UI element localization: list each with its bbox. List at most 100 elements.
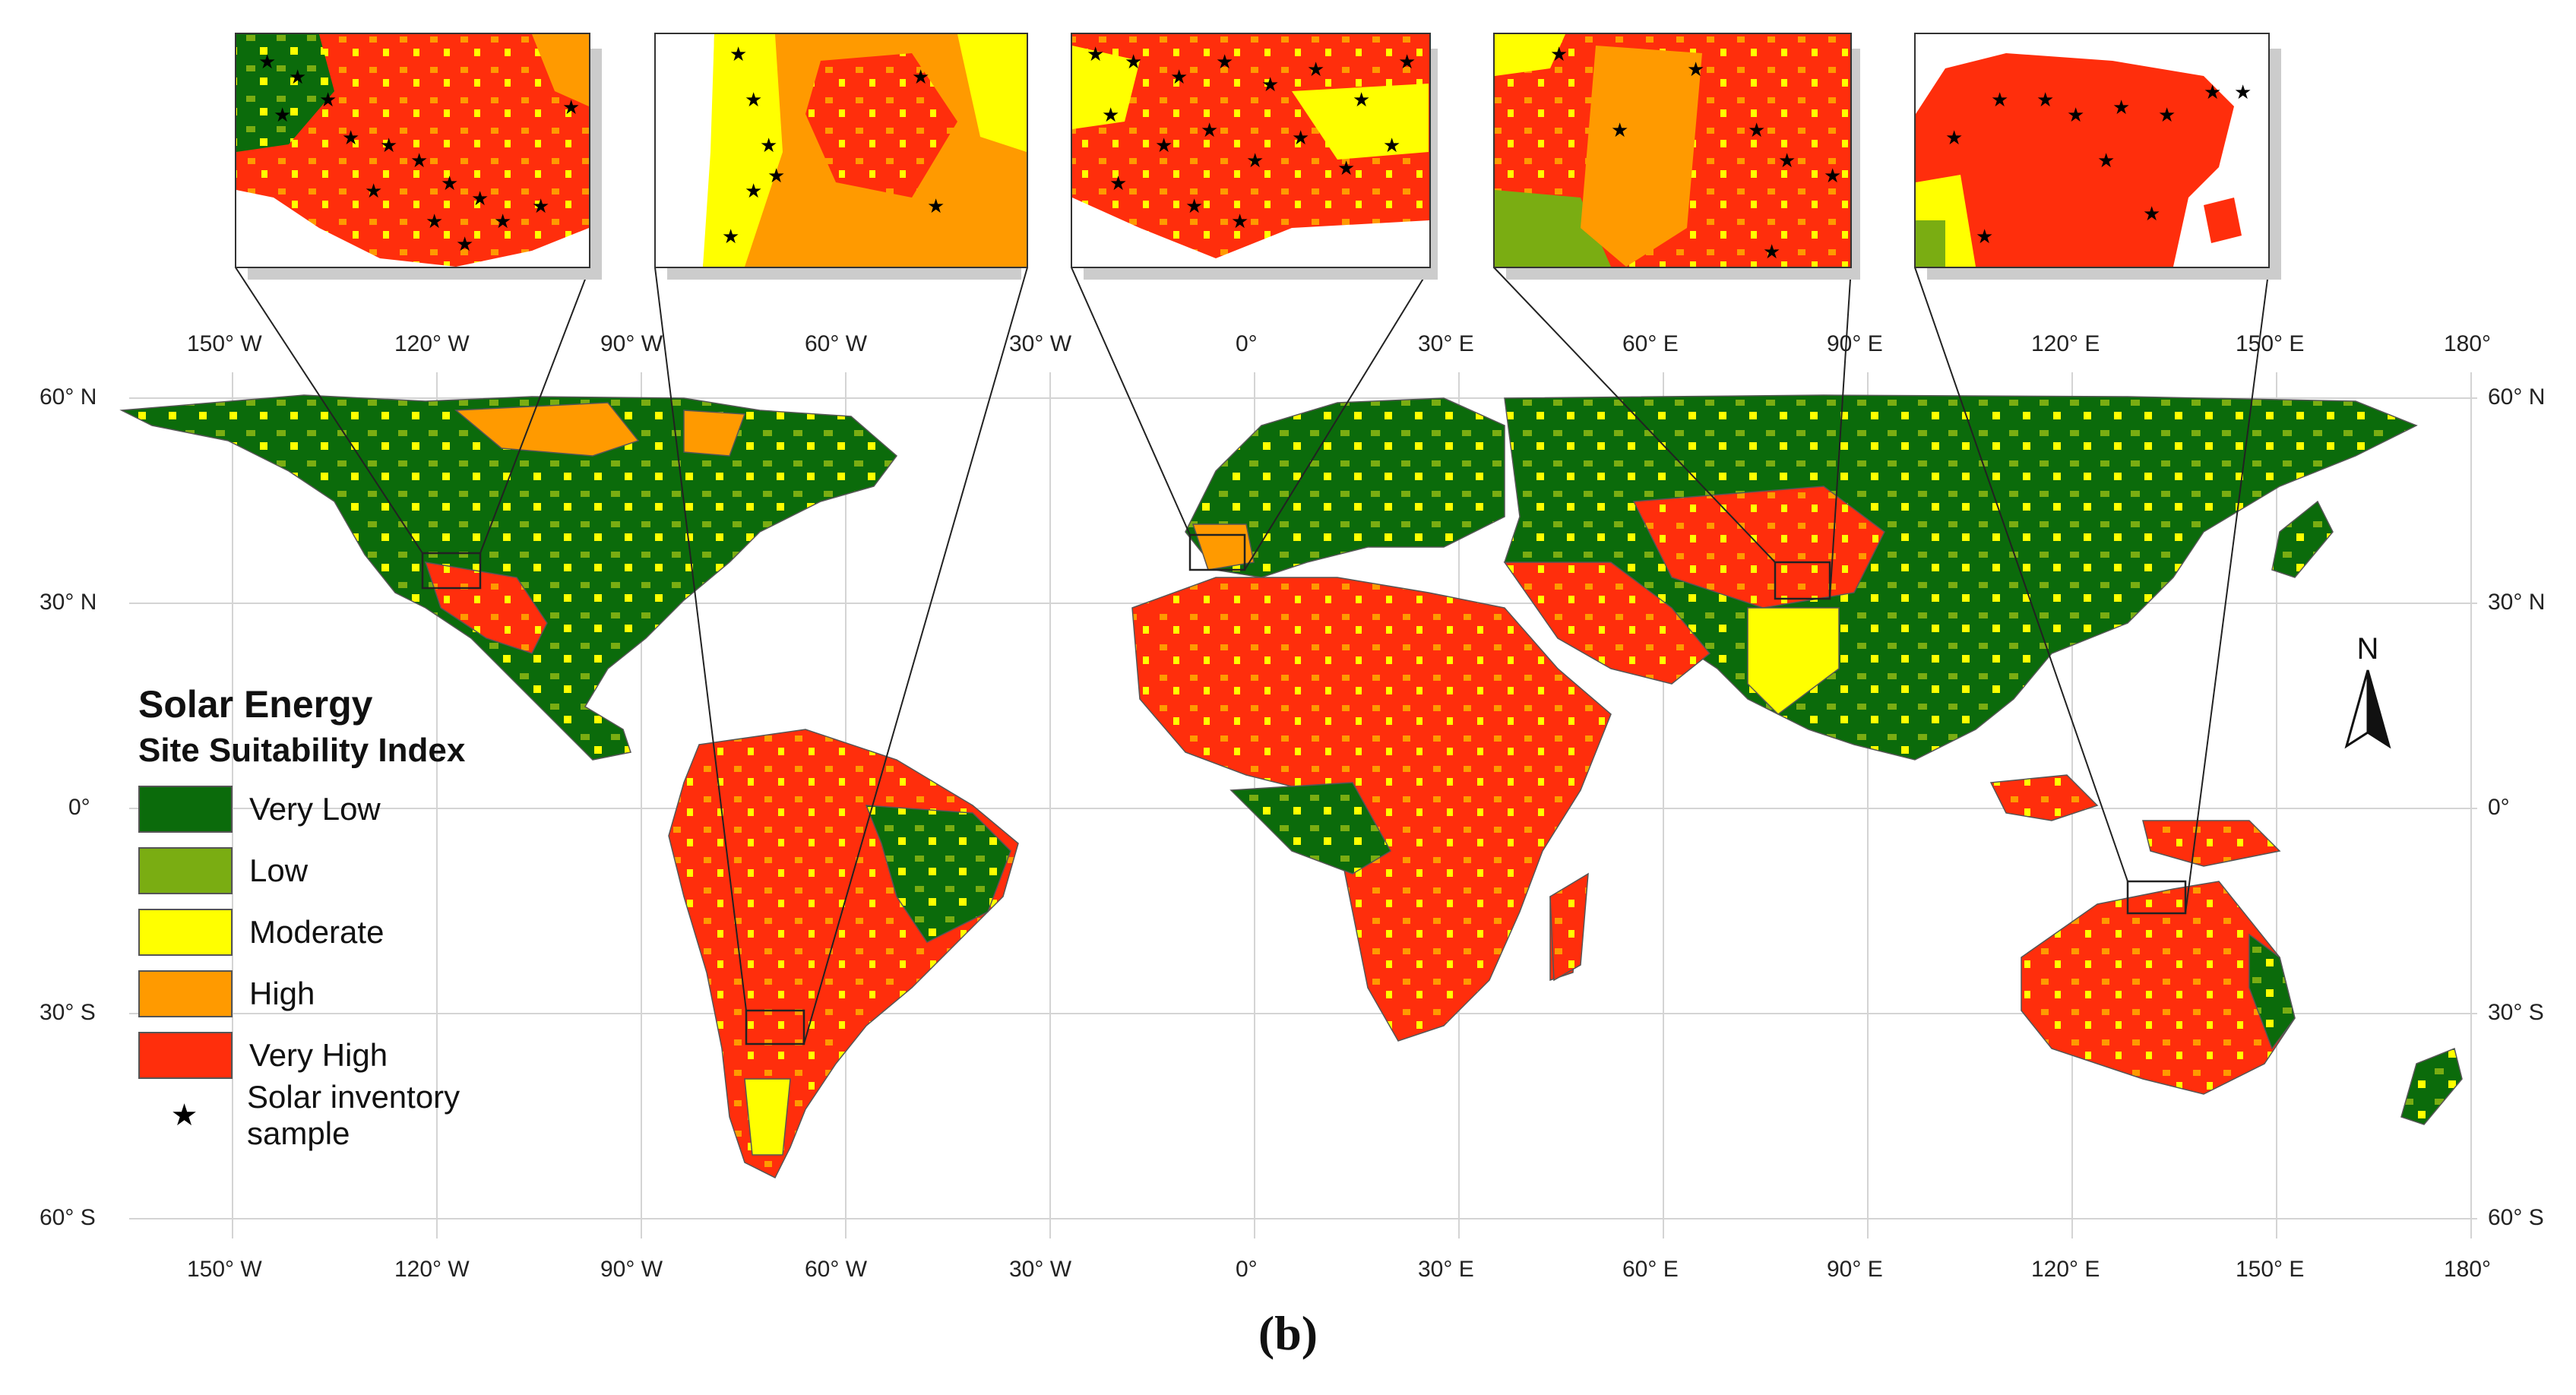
lat-label-left: 60° S xyxy=(40,1205,96,1230)
lat-label-left: 0° xyxy=(68,795,90,820)
svg-text:★: ★ xyxy=(258,51,276,74)
lon-label-top: 30° E xyxy=(1418,331,1474,356)
north-arrow-icon xyxy=(2344,669,2391,749)
legend-subtitle: Site Suitability Index xyxy=(138,732,466,769)
svg-text:★: ★ xyxy=(1109,172,1127,195)
svg-text:★: ★ xyxy=(1216,51,1233,74)
legend-label: Very Low xyxy=(249,790,381,827)
lon-label-top: 150° W xyxy=(187,331,262,356)
legend-label: Very High xyxy=(249,1036,388,1073)
south-america xyxy=(668,729,1019,1179)
lon-label-top: 60° W xyxy=(805,331,868,356)
svg-text:★: ★ xyxy=(729,43,747,66)
legend-label: Moderate xyxy=(249,913,385,950)
svg-text:★: ★ xyxy=(2067,104,2084,127)
africa xyxy=(1131,577,1612,1042)
svg-text:★: ★ xyxy=(342,127,359,150)
lon-label-top: 120° W xyxy=(394,331,470,356)
lon-label-bottom: 30° E xyxy=(1418,1257,1474,1282)
lon-label-bottom: 90° W xyxy=(600,1257,663,1282)
lat-label-right: 60° S xyxy=(2488,1205,2544,1230)
svg-text:★: ★ xyxy=(319,89,337,112)
figure-caption: (b) xyxy=(1258,1306,1318,1360)
marker-box-tibet xyxy=(1774,561,1831,600)
legend-swatch xyxy=(138,846,233,894)
legend-item-very-high: Very High xyxy=(138,1024,564,1086)
svg-text:★: ★ xyxy=(1353,89,1370,112)
lon-label-top: 90° W xyxy=(600,331,663,356)
lon-label-bottom: 150° E xyxy=(2236,1257,2305,1282)
svg-text:★: ★ xyxy=(1976,226,1993,248)
svg-text:★: ★ xyxy=(2234,81,2252,104)
asia xyxy=(1504,394,2418,761)
map-legend: Solar Energy Site Suitability Index Very… xyxy=(138,681,564,1151)
lon-label-top: 60° E xyxy=(1622,331,1679,356)
svg-text:★: ★ xyxy=(912,66,929,89)
legend-item-low: Low xyxy=(138,840,564,901)
svg-text:★: ★ xyxy=(1824,165,1841,188)
lon-label-top: 180° xyxy=(2444,331,2492,356)
svg-text:★: ★ xyxy=(1763,241,1780,264)
svg-text:★: ★ xyxy=(1337,157,1355,180)
legend-swatch xyxy=(138,970,233,1017)
lon-label-top: 30° W xyxy=(1009,331,1072,356)
inset-panels xyxy=(235,33,2281,280)
solar-inventory-samples: ★★★ ★★ ★ ★★★ ★★★ ★★★ ★★★ ★★★ ★★ ★ ★★ ★★★ ★… xyxy=(258,43,2252,264)
svg-text:★: ★ xyxy=(1125,51,1142,74)
legend-title: Solar Energy xyxy=(138,683,373,726)
svg-text:★: ★ xyxy=(1155,134,1172,157)
lon-label-bottom: 90° E xyxy=(1827,1257,1883,1282)
inset-marker-boxes xyxy=(421,533,2187,1045)
svg-text:★: ★ xyxy=(927,195,945,218)
inset-western-usa xyxy=(235,33,602,280)
svg-text:★: ★ xyxy=(2036,89,2054,112)
svg-text:★: ★ xyxy=(1087,43,1104,66)
svg-text:★: ★ xyxy=(745,89,762,112)
inset-chile xyxy=(654,33,1028,280)
lon-label-bottom: 150° W xyxy=(187,1257,262,1282)
north-arrow-label: N xyxy=(2356,632,2379,666)
legend-item-moderate: Moderate xyxy=(138,901,564,963)
svg-text:★: ★ xyxy=(1246,150,1264,172)
lon-label-bottom: 120° W xyxy=(394,1257,470,1282)
lat-label-right: 60° N xyxy=(2488,384,2546,410)
lon-label-top: 0° xyxy=(1236,331,1258,356)
svg-text:★: ★ xyxy=(1398,51,1416,74)
svg-text:★: ★ xyxy=(426,210,443,233)
continents xyxy=(119,394,2463,1179)
svg-text:★: ★ xyxy=(410,150,428,172)
svg-text:★: ★ xyxy=(1292,127,1309,150)
lon-label-bottom: 60° E xyxy=(1622,1257,1679,1282)
lat-label-left: 60° N xyxy=(40,384,97,410)
marker-box-chile xyxy=(745,1009,805,1045)
svg-text:★: ★ xyxy=(1778,150,1796,172)
svg-text:★: ★ xyxy=(1945,127,1963,150)
svg-text:★: ★ xyxy=(380,134,397,157)
legend-item-high: High xyxy=(138,963,564,1024)
lat-label-right: 0° xyxy=(2488,795,2510,820)
svg-text:★: ★ xyxy=(1550,43,1568,66)
lon-label-bottom: 60° W xyxy=(805,1257,868,1282)
inset-iberia xyxy=(1071,33,1438,280)
svg-text:★: ★ xyxy=(2158,104,2176,127)
lon-label-top: 150° E xyxy=(2236,331,2305,356)
lon-label-top: 90° E xyxy=(1827,331,1883,356)
svg-text:★: ★ xyxy=(456,233,473,256)
marker-box-western-usa xyxy=(421,552,482,590)
svg-text:★: ★ xyxy=(1383,134,1400,157)
marker-box-northern-australia xyxy=(2126,880,2187,915)
svg-text:★: ★ xyxy=(760,134,777,157)
legend-item-very-low: Very Low xyxy=(138,778,564,840)
svg-text:★: ★ xyxy=(471,188,489,210)
legend-label: High xyxy=(249,975,315,1011)
svg-text:★: ★ xyxy=(289,66,306,89)
svg-text:★: ★ xyxy=(1102,104,1119,127)
svg-text:★: ★ xyxy=(2112,96,2130,119)
australia xyxy=(2021,881,2296,1095)
svg-text:★: ★ xyxy=(767,165,785,188)
legend-swatch xyxy=(138,908,233,956)
legend-sample-label: Solar inventory sample xyxy=(247,1079,460,1151)
svg-text:★: ★ xyxy=(532,195,549,218)
lon-label-top: 120° E xyxy=(2031,331,2100,356)
